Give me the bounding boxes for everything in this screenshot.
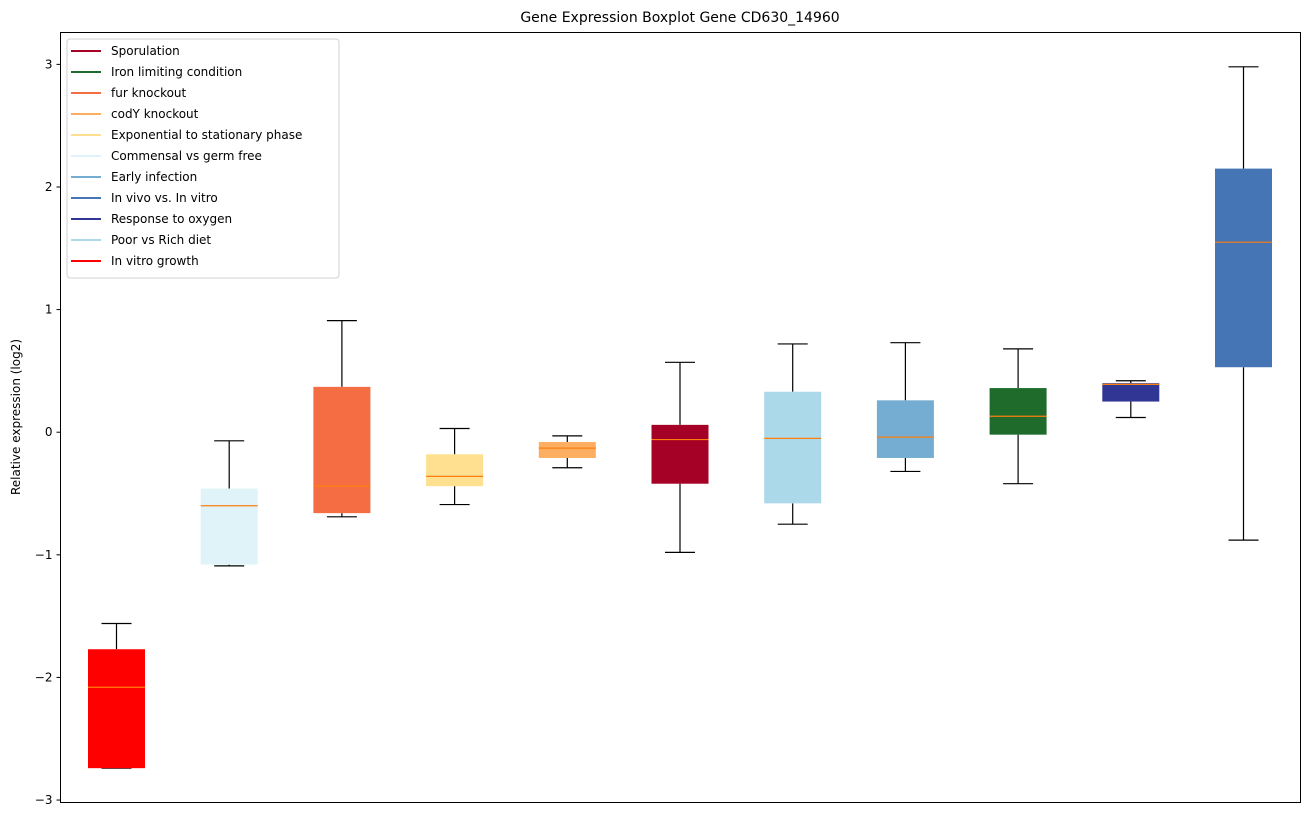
plot-area [88,66,1272,769]
legend-label: Response to oxygen [111,212,232,226]
iqr-box [200,488,258,565]
y-tick-label: 3 [45,57,53,71]
legend-item: Poor vs Rich diet [71,233,211,247]
box-poor-vs-rich-diet [764,343,822,525]
iqr-box [1102,383,1160,402]
legend-item: In vitro growth [71,254,199,268]
y-tick-label: 1 [45,303,53,317]
legend-label: Sporulation [111,44,180,58]
legend-label: Early infection [111,170,197,184]
legend: Sporulation Iron limiting condition fur kn… [66,38,340,279]
y-tick-label: 2 [45,180,53,194]
box-iron-limiting-condition [989,348,1047,485]
legend-label: Poor vs Rich diet [111,233,211,247]
iqr-box [989,388,1047,435]
box-in-vivo-vs-in-vitro [1215,66,1272,541]
legend-item: Iron limiting condition [71,65,242,79]
iqr-box [88,649,145,769]
y-axis: 3 2 1 0 −1 −2 −3 [35,57,61,807]
y-axis-label: Relative expression (log2) [9,339,23,495]
y-tick-label: 0 [45,425,53,439]
box-sporulation [651,361,709,553]
legend-label: Exponential to stationary phase [111,128,302,142]
box-cody-knockout [538,435,596,469]
legend-item: Exponential to stationary phase [71,128,302,142]
legend-item: fur knockout [71,86,187,100]
box-fur-knockout [313,320,371,518]
axes-frame [60,32,1301,803]
legend-item: Response to oxygen [71,212,232,226]
legend-label: fur knockout [111,86,187,100]
y-tick-label: −3 [35,793,53,807]
iqr-box [538,442,596,458]
box-commensal-vs-germ-free [200,440,258,567]
y-tick-label: −1 [35,548,53,562]
legend-item: Sporulation [71,44,180,58]
chart-title: Gene Expression Boxplot Gene CD630_14960 [520,10,839,26]
iqr-box [1215,168,1272,368]
box-response-to-oxygen [1102,380,1160,419]
legend-item: Early infection [71,170,197,184]
legend-item: In vivo vs. In vitro [71,191,218,205]
legend-label: In vivo vs. In vitro [111,191,218,205]
y-tick-label: −2 [35,670,53,684]
legend-label: In vitro growth [111,254,199,268]
legend-item: codY knockout [71,107,199,121]
iqr-box [876,400,934,458]
box-early-infection [876,342,934,473]
iqr-box [313,386,371,514]
legend-frame [66,38,340,279]
iqr-box [651,424,709,484]
legend-label: Iron limiting condition [111,65,242,79]
box-in-vitro-growth [88,622,145,769]
legend-label: codY knockout [111,107,199,121]
box-exponential-to-stationary-phase [426,427,484,506]
legend-item: Commensal vs germ free [71,149,262,163]
legend-label: Commensal vs germ free [111,149,262,163]
iqr-box [764,391,822,504]
iqr-box [426,454,484,487]
